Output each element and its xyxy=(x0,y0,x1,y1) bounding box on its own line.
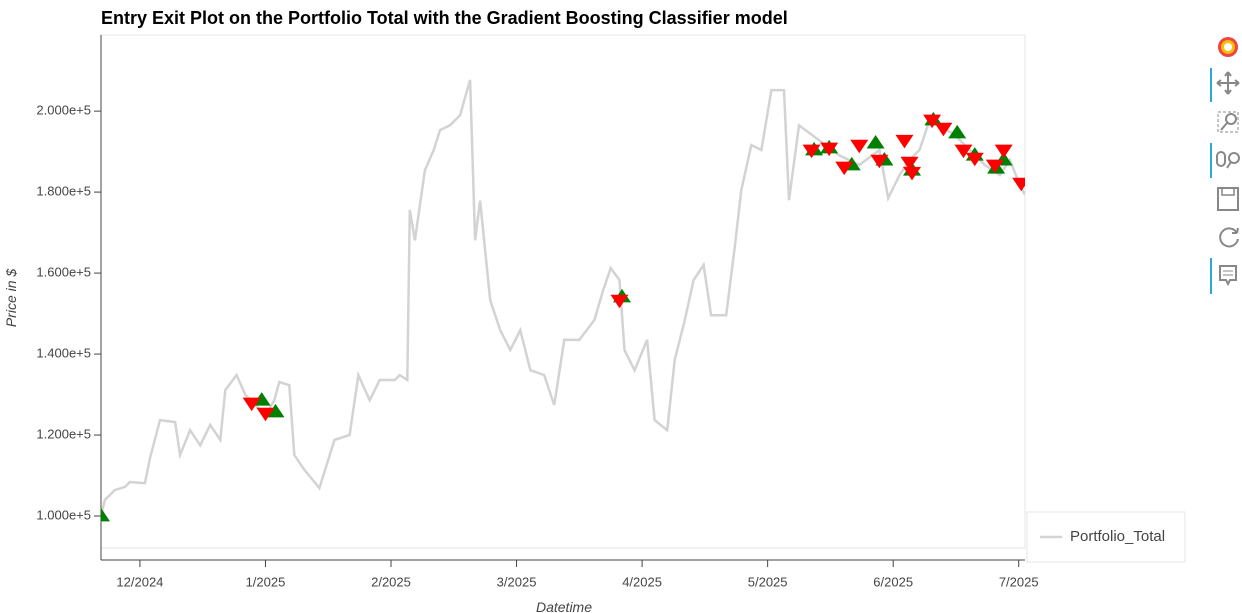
exit-marker xyxy=(985,159,1004,174)
y-axis-label: Price in $ xyxy=(3,269,19,328)
reset-tool[interactable] xyxy=(1219,227,1239,248)
x-tick-label: 4/2025 xyxy=(622,574,662,589)
exit-marker xyxy=(923,114,942,129)
x-tick-label: 1/2025 xyxy=(246,574,286,589)
plot-area xyxy=(101,79,1025,522)
x-tick-label: 7/2025 xyxy=(999,574,1039,589)
y-tick-label: 1.600e+5 xyxy=(36,265,91,280)
plot-frame xyxy=(100,34,1026,549)
exit-marker xyxy=(802,144,821,159)
y-tick-label: 1.400e+5 xyxy=(36,345,91,360)
entry-marker xyxy=(866,135,885,149)
x-tick-label: 2/2025 xyxy=(371,574,411,589)
hover-tool[interactable] xyxy=(1219,265,1237,287)
exit-marker xyxy=(850,139,869,154)
x-tick-label: 5/2025 xyxy=(748,574,788,589)
wheel-zoom-tool[interactable] xyxy=(1216,151,1240,169)
box-zoom-tool[interactable] xyxy=(1217,111,1239,133)
exit-marker xyxy=(820,142,839,157)
exit-marker xyxy=(256,407,275,422)
exit-marker xyxy=(835,161,854,176)
entry-marker xyxy=(266,403,285,418)
x-tick-label: 3/2025 xyxy=(497,574,537,589)
y-tick-label: 1.800e+5 xyxy=(36,184,91,199)
exit-marker xyxy=(1012,177,1025,192)
exit-marker xyxy=(242,397,261,412)
y-tick-label: 2.000e+5 xyxy=(36,103,91,118)
exit-marker xyxy=(610,294,629,309)
exit-marker xyxy=(900,156,919,171)
x-axis-label: Datetime xyxy=(536,599,592,613)
exit-marker xyxy=(903,166,922,181)
entry-marker xyxy=(101,507,110,522)
exit-marker xyxy=(870,154,889,169)
toolbar xyxy=(1210,37,1240,294)
exit-marker xyxy=(965,152,984,167)
exit-marker xyxy=(954,144,973,159)
exit-marker xyxy=(994,144,1013,159)
entry-marker xyxy=(948,124,967,139)
exit-marker xyxy=(934,122,953,137)
x-tick-label: 6/2025 xyxy=(873,574,913,589)
save-tool[interactable] xyxy=(1217,187,1239,211)
pan-tool[interactable] xyxy=(1216,71,1240,95)
chart-title: Entry Exit Plot on the Portfolio Total w… xyxy=(101,8,788,28)
legend-label: Portfolio_Total xyxy=(1070,528,1165,545)
exit-marker xyxy=(895,134,914,149)
legend: Portfolio_Total xyxy=(1026,511,1186,563)
bokeh-logo[interactable] xyxy=(1218,37,1238,57)
y-tick-label: 1.200e+5 xyxy=(36,426,91,441)
x-tick-label: 12/2024 xyxy=(116,574,163,589)
y-tick-label: 1.000e+5 xyxy=(36,507,91,522)
